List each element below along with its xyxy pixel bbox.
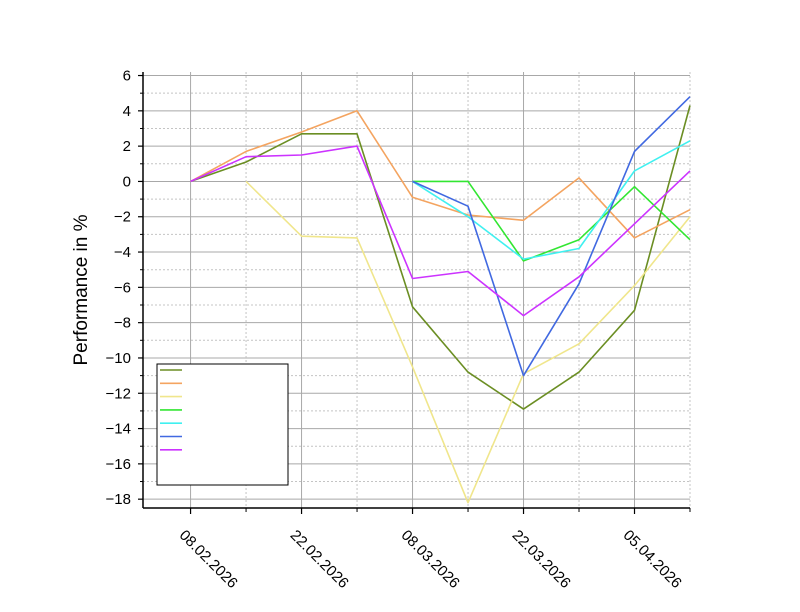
series-line-2 (190, 110, 691, 239)
x-tick-label: 22.03.2026 (509, 527, 574, 592)
x-tick-label: 08.03.2026 (398, 527, 463, 592)
y-tick-label: −12 (106, 385, 131, 402)
y-tick-label: −8 (114, 315, 131, 332)
x-tick-label: 08.02.2026 (176, 527, 241, 592)
y-tick-label: 2 (123, 138, 131, 155)
series-line-3 (245, 180, 691, 504)
series-line-5 (412, 140, 691, 260)
y-tick-label: −10 (106, 350, 131, 367)
y-tick-label: −14 (106, 421, 131, 438)
series-group (190, 96, 691, 504)
y-tick-label: −4 (114, 244, 131, 261)
legend-box (156, 363, 289, 486)
series-line-6 (412, 96, 691, 377)
y-axis: 6 4 2 0 −2 −4 −6 −8 −10 −12 −14 −16 −18 (106, 68, 143, 508)
y-tick-label: 4 (123, 103, 131, 120)
legend (156, 363, 289, 486)
x-tick-label: 05.04.2026 (620, 527, 685, 592)
x-axis: 08.02.2026 22.02.2026 08.03.2026 22.03.2026… (176, 508, 691, 592)
y-tick-label: −18 (106, 491, 131, 508)
series-line-1 (190, 105, 691, 410)
y-tick-label: −6 (114, 279, 131, 296)
y-axis-label: Performance in % (71, 214, 92, 365)
y-tick-label: 0 (123, 173, 131, 190)
y-tick-label: 6 (123, 68, 131, 85)
plot-frame (142, 72, 690, 509)
x-tick-label: 22.02.2026 (287, 527, 352, 592)
series-line-7 (190, 145, 691, 317)
y-tick-label: −2 (114, 209, 131, 226)
y-tick-label: −16 (106, 456, 131, 473)
series-line-4 (412, 180, 691, 262)
